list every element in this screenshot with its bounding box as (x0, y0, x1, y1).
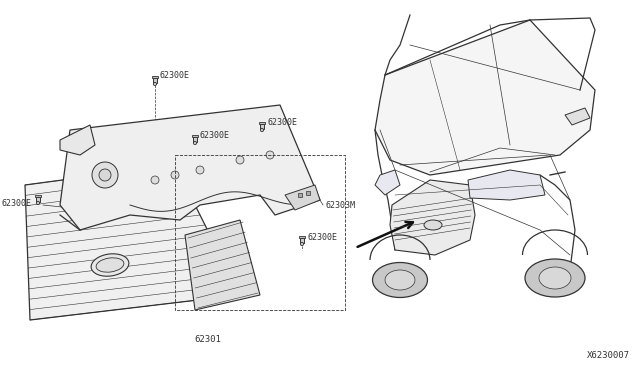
Circle shape (300, 243, 303, 246)
Circle shape (266, 151, 274, 159)
Bar (154, 78, 157, 83)
Bar (300, 236, 305, 238)
Bar (259, 122, 265, 124)
Polygon shape (185, 220, 260, 310)
Bar (306, 191, 310, 195)
Polygon shape (565, 108, 590, 125)
Polygon shape (375, 20, 595, 175)
Circle shape (260, 128, 264, 132)
Ellipse shape (91, 254, 129, 276)
Ellipse shape (385, 270, 415, 290)
Circle shape (196, 166, 204, 174)
Polygon shape (285, 185, 320, 210)
Text: 62300E: 62300E (2, 199, 32, 208)
Text: 62300E: 62300E (307, 232, 337, 241)
Bar (152, 76, 158, 78)
Text: 62303M: 62303M (325, 201, 355, 209)
Ellipse shape (525, 259, 585, 297)
Bar (36, 197, 40, 202)
Text: X6230007: X6230007 (587, 351, 630, 360)
Circle shape (171, 171, 179, 179)
Circle shape (36, 201, 40, 205)
Text: 62301: 62301 (195, 335, 221, 344)
Circle shape (193, 141, 196, 145)
Circle shape (151, 176, 159, 184)
Bar (192, 135, 198, 137)
Bar (35, 195, 41, 197)
Polygon shape (60, 125, 95, 155)
Polygon shape (25, 165, 240, 320)
Ellipse shape (424, 220, 442, 230)
Polygon shape (468, 170, 545, 200)
Text: 62300E: 62300E (200, 131, 230, 140)
Circle shape (154, 83, 157, 86)
Bar (300, 238, 303, 243)
Circle shape (92, 162, 118, 188)
Polygon shape (375, 170, 400, 195)
Ellipse shape (372, 263, 428, 298)
Circle shape (99, 169, 111, 181)
Bar (298, 193, 302, 197)
Ellipse shape (96, 258, 124, 272)
Polygon shape (60, 105, 320, 230)
Text: 62300E: 62300E (267, 118, 297, 126)
Circle shape (236, 156, 244, 164)
Bar (260, 124, 264, 129)
Text: 62300E: 62300E (160, 71, 190, 80)
Polygon shape (390, 180, 475, 255)
Bar (193, 137, 196, 142)
Ellipse shape (539, 267, 571, 289)
